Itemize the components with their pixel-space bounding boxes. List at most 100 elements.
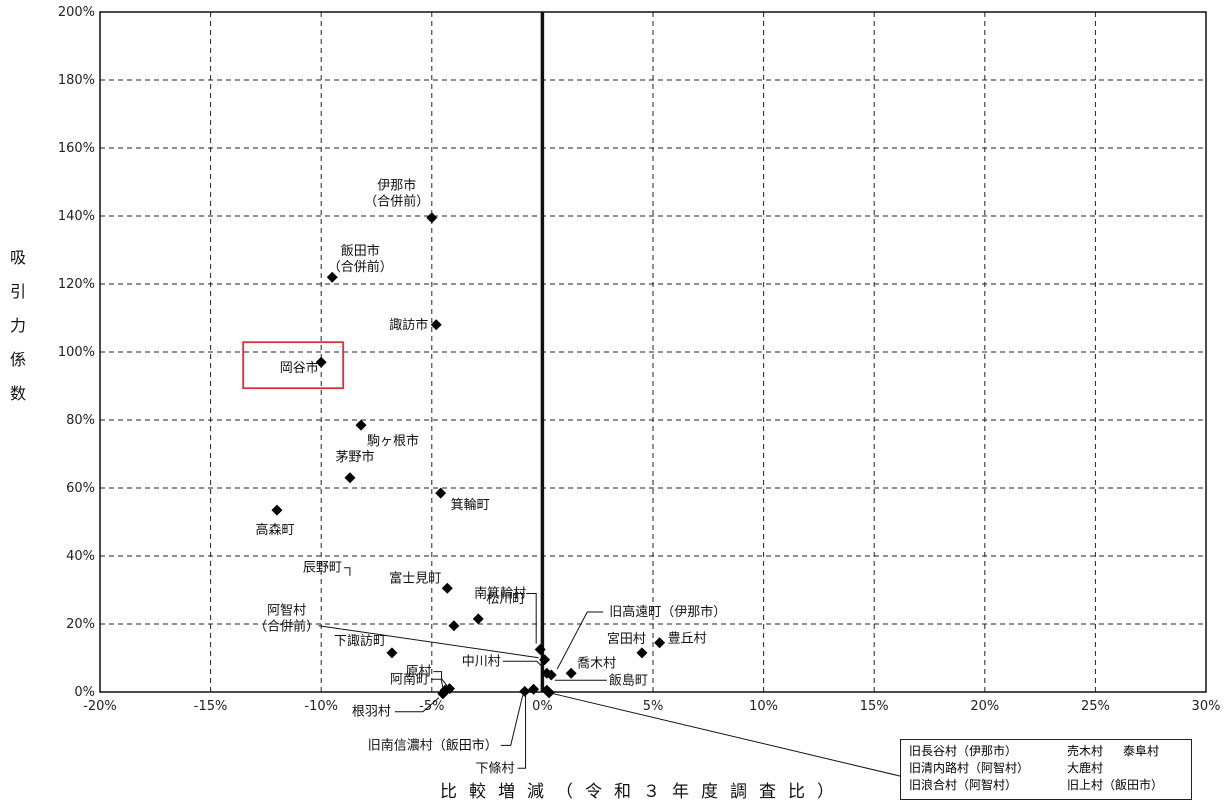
leader-line [394,697,440,713]
point-label: 喬木村 [577,655,616,671]
point-label: 旧高遠町（伊那市） [609,604,726,620]
x-tick-label: 30% [1192,699,1221,714]
leader-line [556,611,604,670]
point-label: 高森町 [255,522,294,538]
data-point [543,687,555,699]
x-tick-label: 25% [1081,699,1110,714]
point-label: 駒ヶ根市 [367,433,419,449]
y-tick-label: 120% [58,277,95,292]
data-point [386,647,398,659]
x-tick-label: -15% [194,699,228,714]
point-label: 原村 [405,665,431,680]
point-label: 下條村 [476,761,515,776]
point-label: 中川村 [462,654,501,669]
data-point [426,212,438,224]
data-point [519,685,531,697]
point-label: 伊那市 [377,178,416,194]
leader-line [318,625,539,659]
x-tick-label: 20% [970,699,999,714]
point-label: 豊丘村 [668,632,707,647]
data-point [534,644,546,655]
leader-lines [318,567,912,780]
data-point [326,271,338,283]
grouped-points-legend: 旧長谷村（伊那市） 売木村 泰阜村旧清内路村（阿智村） 大鹿村旧浪合村（阿智村） 旧上村… [900,739,1192,800]
legend-row: 旧浪合村（阿智村） 旧上村（飯田市） [909,777,1183,794]
point-label: 飯田市 [341,243,380,259]
y-axis-title-char: 吸 [10,248,26,267]
data-point [539,654,551,666]
y-axis-title-char: 数 [10,384,26,403]
data-point [271,504,283,516]
y-tick-label: 140% [58,209,95,224]
y-tick-label: 0% [74,685,95,700]
y-axis-title-char: 引 [10,282,26,301]
legend-row: 旧長谷村（伊那市） 売木村 泰阜村 [909,743,1183,760]
legend-item: 旧清内路村（阿智村） [909,761,1030,775]
data-point [435,487,447,499]
legend-item: 泰阜村 [1123,744,1160,758]
y-tick-label: 160% [58,141,95,156]
y-tick-label: 200% [58,5,95,20]
data-point [448,620,460,632]
leader-line [431,678,444,689]
point-label: 辰野町 [303,561,342,576]
data-point [344,472,356,484]
legend-item: 旧上村（飯田市） [1067,778,1164,792]
y-tick-label: 60% [66,481,95,496]
point-label: （合併前） [364,194,429,210]
highlight-box-okaya [242,341,345,390]
point-label: 諏訪市 [389,317,428,333]
y-tick-label: 20% [66,617,95,632]
plot-area-frame [99,11,1207,693]
point-label: 宮田村 [607,631,646,647]
point-label: 阿智村 [267,604,306,619]
y-tick-label: 100% [58,345,95,360]
y-axis-title-char: 力 [10,316,26,335]
point-label: 根羽村 [352,705,391,720]
y-tick-label: 80% [66,413,95,428]
legend-item: 旧浪合村（阿智村） [909,778,1018,792]
data-point [430,319,442,331]
leader-line [502,660,544,668]
leader-line [343,567,351,576]
x-tick-label: 0% [532,699,553,714]
x-tick-label: 10% [749,699,778,714]
y-axis-title-char: 係 [10,350,26,369]
data-point [441,582,453,594]
leader-line [548,692,912,780]
x-tick-label: -5% [419,699,444,714]
data-point [654,637,666,649]
data-point [437,688,449,700]
point-label: （合併前） [254,619,319,635]
x-tick-label: -10% [304,699,338,714]
point-labels: 伊那市（合併前）飯田市（合併前）諏訪市岡谷市駒ヶ根市茅野市箕輪町高森町富士見町南… [254,178,726,777]
data-point [528,683,540,695]
legend-item: 旧長谷村（伊那市） [909,744,1018,758]
point-label: 旧南信濃村（飯田市） [368,737,498,753]
grid-lines [100,12,1206,692]
data-point [541,667,553,679]
point-label: 箕輪町 [451,497,490,513]
leader-line [500,695,524,746]
point-label: （合併前） [328,259,393,275]
point-label: 阿南町 [390,671,429,687]
point-label: 下諏訪町 [334,633,386,649]
leader-line [526,593,537,644]
point-label: 飯島町 [609,673,648,688]
point-label: 南箕輪村 [474,586,526,602]
point-label: 岡谷市 [280,360,319,376]
leader-line [517,693,527,769]
legend-item: 大鹿村 [1067,761,1104,775]
point-label: 松川町 [486,592,525,607]
data-point [355,419,367,431]
legend-item: 売木村 [1067,744,1104,758]
x-tick-label: -20% [83,699,117,714]
data-points [271,212,666,700]
data-point [472,613,484,625]
data-point [636,647,648,659]
x-tick-label: 5% [643,699,664,714]
data-point [315,356,327,368]
y-tick-labels: 0% 20% 40% 60% 80% 100% 120% 140% 160% 180% 200% [58,5,95,700]
